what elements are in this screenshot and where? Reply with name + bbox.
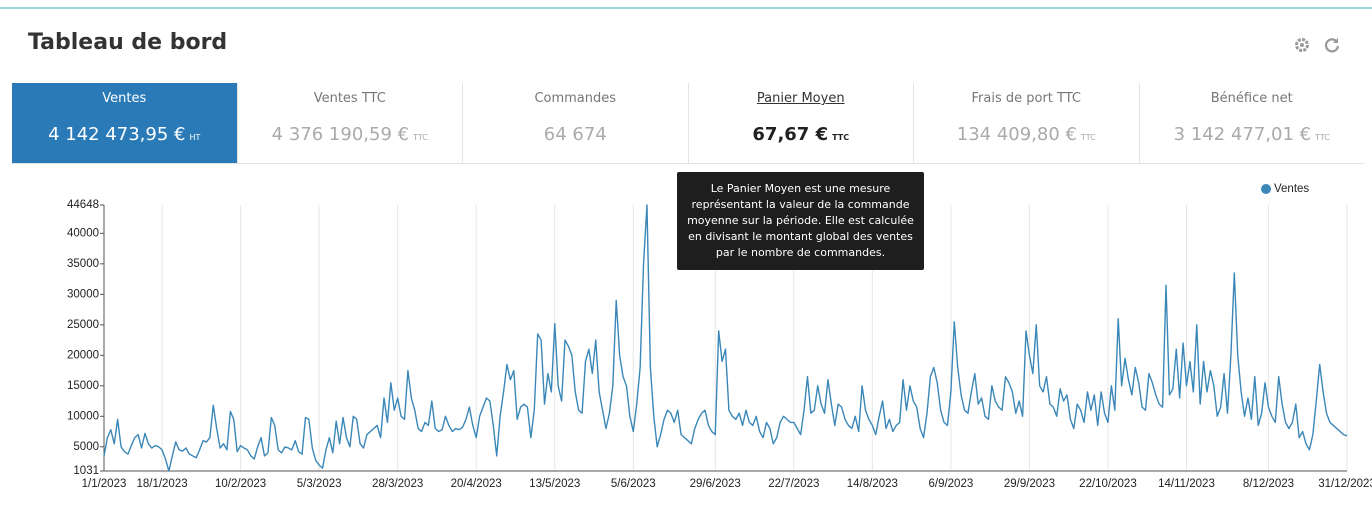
kpi-tab[interactable]: Ventes TTC 4 376 190,59 € TTC (236, 83, 463, 163)
y-tick-label: 25000 (67, 319, 99, 331)
kpi-label: Ventes TTC (313, 91, 386, 106)
y-tick-label: 1031 (73, 465, 99, 477)
x-tick-label: 22/7/2023 (768, 478, 819, 490)
y-tick-label: 10000 (67, 410, 99, 422)
x-tick-label: 20/4/2023 (451, 478, 502, 490)
x-tick-label: 10/2/2023 (215, 478, 266, 490)
kpi-value: 64 674 (463, 124, 688, 145)
kpi-value: 134 409,80 € TTC (914, 124, 1139, 145)
y-tick-label: 40000 (67, 227, 99, 239)
kpi-amount: 64 674 (543, 124, 607, 145)
kpi-label: Panier Moyen (756, 91, 845, 106)
kpi-tab[interactable]: Panier Moyen 67,67 € TTC (687, 83, 914, 163)
kpi-value: 67,67 € TTC (689, 124, 914, 145)
settings-icon[interactable] (1293, 36, 1311, 54)
kpi-amount: 4 376 190,59 € (271, 124, 410, 145)
kpi-value: 3 142 477,01 € TTC (1140, 124, 1365, 145)
kpi-unit: TTC (1080, 133, 1096, 142)
y-tick-label: 15000 (67, 380, 99, 392)
y-tick-label: 44648 (67, 199, 99, 211)
tooltip: Le Panier Moyen est une mesure représent… (677, 172, 924, 270)
top-border (0, 7, 1372, 9)
x-tick-label: 13/5/2023 (529, 478, 580, 490)
legend-label: Ventes (1274, 183, 1309, 195)
x-tick-label: 18/1/2023 (136, 478, 187, 490)
kpi-tabs: Ventes 4 142 473,95 € HT Ventes TTC 4 376 19… (12, 83, 1364, 164)
kpi-label: Bénéfice net (1210, 91, 1293, 106)
refresh-icon[interactable] (1323, 36, 1341, 54)
kpi-tab[interactable]: Frais de port TTC 134 409,80 € TTC (913, 83, 1139, 163)
data-line (103, 204, 1348, 472)
y-tick-label: 35000 (67, 258, 99, 270)
kpi-amount: 67,67 € (752, 124, 829, 145)
x-tick-label: 5/6/2023 (611, 478, 656, 490)
x-tick-label: 29/6/2023 (690, 478, 741, 490)
x-tick-label: 6/9/2023 (928, 478, 973, 490)
kpi-unit: HT (189, 133, 201, 142)
x-tick-label: 29/9/2023 (1004, 478, 1055, 490)
kpi-tab[interactable]: Bénéfice net 3 142 477,01 € TTC (1138, 83, 1365, 163)
y-tick-label: 30000 (67, 288, 99, 300)
x-tick-label: 8/12/2023 (1243, 478, 1294, 490)
kpi-unit: TTC (413, 133, 428, 142)
kpi-value: 4 376 190,59 € TTC (238, 124, 463, 145)
x-tick-label: 1/1/2023 (82, 478, 127, 490)
kpi-amount: 134 409,80 € (956, 124, 1077, 145)
kpi-tab[interactable]: Commandes 64 674 (462, 83, 688, 163)
x-tick-label: 14/8/2023 (847, 478, 898, 490)
kpi-amount: 3 142 477,01 € (1173, 124, 1312, 145)
kpi-label: Commandes (534, 91, 617, 106)
x-tick-label: 22/10/2023 (1079, 478, 1137, 490)
kpi-amount: 4 142 473,95 € (48, 124, 186, 145)
x-tick-label: 5/3/2023 (297, 478, 342, 490)
kpi-unit: TTC (1315, 133, 1330, 142)
y-tick-label: 20000 (67, 349, 99, 361)
x-tick-label: 28/3/2023 (372, 478, 423, 490)
kpi-unit: TTC (832, 133, 850, 142)
dashboard-title: Tableau de bord (28, 30, 228, 55)
legend-marker (1261, 184, 1271, 194)
x-tick-label: 14/11/2023 (1158, 478, 1215, 490)
kpi-label: Ventes (102, 91, 147, 106)
kpi-tab[interactable]: Ventes 4 142 473,95 € HT (12, 83, 237, 163)
kpi-label: Frais de port TTC (971, 91, 1082, 106)
kpi-value: 4 142 473,95 € HT (12, 124, 237, 145)
x-tick-label: 31/12/2023 (1318, 478, 1372, 490)
chart: 1/1/2023 18/1/2023 10/2/2023 5/3/2023 28/3/2… (67, 183, 1372, 490)
y-tick-label: 5000 (73, 441, 99, 453)
